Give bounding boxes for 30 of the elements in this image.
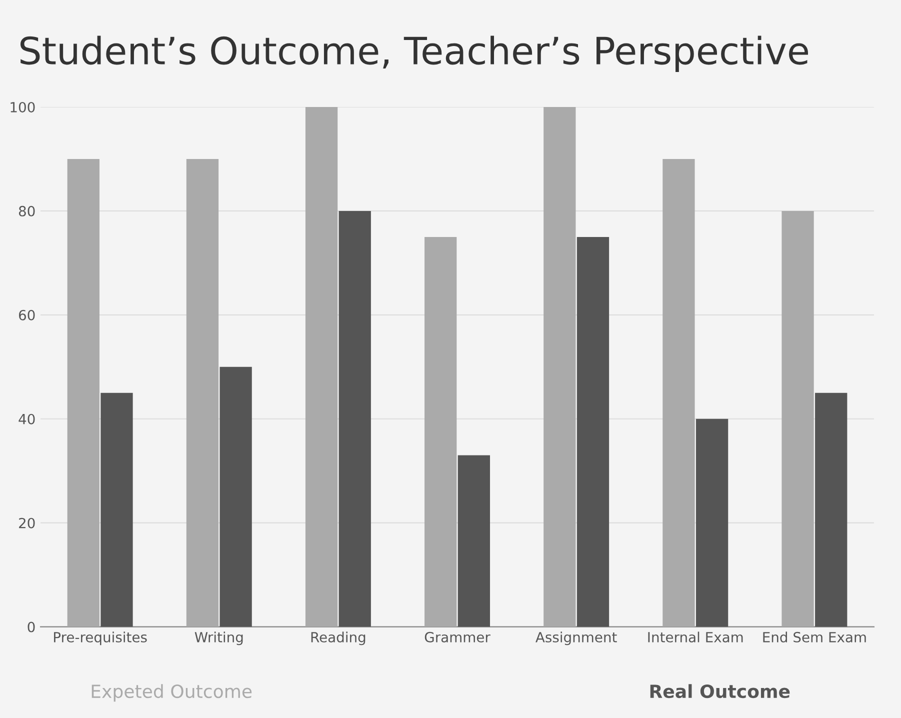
bar	[338, 210, 371, 627]
bar	[815, 392, 848, 627]
y-tick-label: 80	[18, 206, 35, 216]
bar	[220, 366, 252, 627]
y-tick-label: 100	[10, 102, 35, 112]
x-tick-label: Internal Exam	[648, 632, 743, 642]
bar	[67, 158, 100, 627]
y-tick-label: 40	[18, 414, 35, 424]
x-tick-label: Assignment	[536, 632, 617, 646]
bar	[100, 392, 133, 627]
x-tick-label: Grammer	[424, 632, 490, 642]
bar	[458, 455, 490, 627]
bar	[544, 106, 576, 627]
y-tick-label: 20	[19, 518, 35, 528]
chart-title: Student’s Outcome, Teacher’s Perspective	[20, 36, 808, 72]
text: Real Outcome	[650, 684, 790, 698]
x-tick-label: Writing	[194, 632, 243, 646]
y-tick-label: 60	[18, 310, 35, 320]
x-tick-label: Reading	[311, 632, 366, 646]
bar	[186, 158, 219, 627]
bar	[696, 418, 728, 627]
y-tick-label: 0	[28, 622, 35, 632]
bar	[424, 236, 457, 627]
x-tick-label: Pre-requisites	[54, 632, 147, 646]
bar	[305, 106, 338, 627]
bar	[662, 158, 695, 627]
bar	[576, 236, 610, 627]
x-tick-label: End Sem Exam	[763, 632, 866, 642]
bar	[782, 210, 814, 627]
text: Expeted Outcome	[92, 684, 252, 702]
